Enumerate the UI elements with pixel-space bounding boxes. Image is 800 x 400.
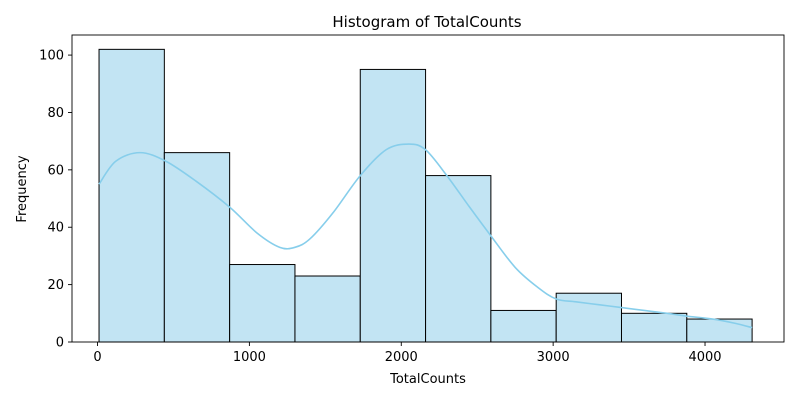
histogram-bar	[98, 48, 165, 343]
histogram-bar	[229, 264, 296, 343]
histogram-bar	[686, 318, 753, 343]
y-axis-ticks: 0 20 40 60 80 100	[39, 49, 72, 351]
histogram-bar	[163, 152, 231, 343]
histogram-bar	[294, 275, 361, 343]
y-tick-label: 0	[56, 336, 64, 351]
histogram-bar	[359, 68, 427, 343]
y-tick-label: 100	[39, 49, 64, 64]
kde-curve	[98, 143, 753, 329]
bars-layer	[98, 48, 753, 343]
y-tick-label: 40	[47, 221, 64, 236]
x-tick-label: 0	[93, 350, 101, 365]
x-axis-ticks: 0 1000 2000 3000 4000	[93, 342, 722, 365]
y-tick-label: 60	[47, 163, 64, 178]
x-tick-label: 2000	[385, 350, 418, 365]
y-axis-label: Frequency	[15, 155, 30, 222]
chart-title: Histogram of TotalCounts	[332, 13, 521, 31]
x-tick-label: 3000	[537, 350, 570, 365]
histogram-bar	[425, 175, 492, 343]
x-tick-label: 1000	[233, 350, 266, 365]
y-tick-label: 80	[47, 106, 64, 121]
histogram-bar	[620, 312, 688, 343]
x-tick-label: 4000	[688, 350, 721, 365]
y-tick-label: 20	[47, 278, 64, 293]
plot-frame	[71, 34, 785, 343]
histogram-bar	[490, 309, 557, 343]
x-axis-label: TotalCounts	[389, 372, 466, 387]
